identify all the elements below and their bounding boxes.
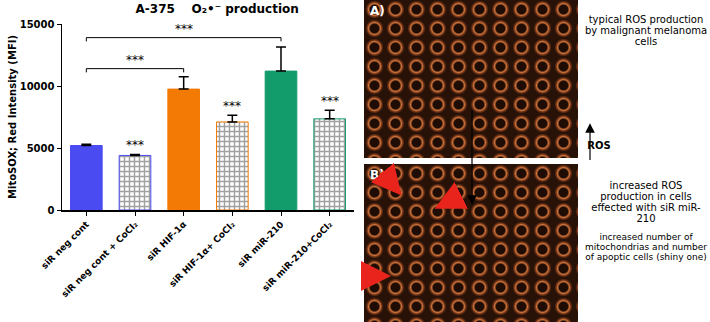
html-text:ROS: ROS [587, 140, 611, 151]
svg-text:siR neg cont + CoCl₂: siR neg cont + CoCl₂ [60, 219, 140, 299]
svg-text:***: *** [126, 53, 144, 67]
svg-text:A-375 O₂•⁻ production: A-375 O₂•⁻ production [136, 2, 299, 16]
svg-text:15000: 15000 [20, 19, 55, 30]
svg-text:***: *** [175, 22, 193, 36]
svg-text:MitoSOX; Red Intensity (MFI): MitoSOX; Red Intensity (MFI) [7, 35, 18, 199]
html-text:typical ROS production by mali: typical ROS production by malignant mela… [584, 14, 708, 47]
svg-text:siR miR-210+CoCl₂: siR miR-210+CoCl₂ [260, 219, 334, 293]
svg-text:***: *** [223, 99, 241, 113]
svg-text:0: 0 [48, 205, 55, 216]
html-text:increased number of mitochondr: increased number of mitochondrias and nu… [585, 232, 707, 262]
html-text:increased ROS production in ce: increased ROS production in cells effect… [591, 180, 701, 224]
svg-text:siR miR-210: siR miR-210 [236, 219, 286, 269]
svg-text:***: *** [321, 94, 339, 108]
svg-text:***: *** [126, 138, 144, 152]
html-text:B): B) [370, 168, 385, 182]
svg-text:siR HIF-1α+ CoCl₂: siR HIF-1α+ CoCl₂ [167, 219, 237, 289]
svg-text:5000: 5000 [27, 143, 55, 154]
svg-text:siR neg cont: siR neg cont [39, 219, 91, 271]
svg-text:siR HIF-1α: siR HIF-1α [145, 219, 188, 262]
svg-text:10000: 10000 [20, 81, 55, 92]
html-text:A): A) [370, 4, 385, 18]
